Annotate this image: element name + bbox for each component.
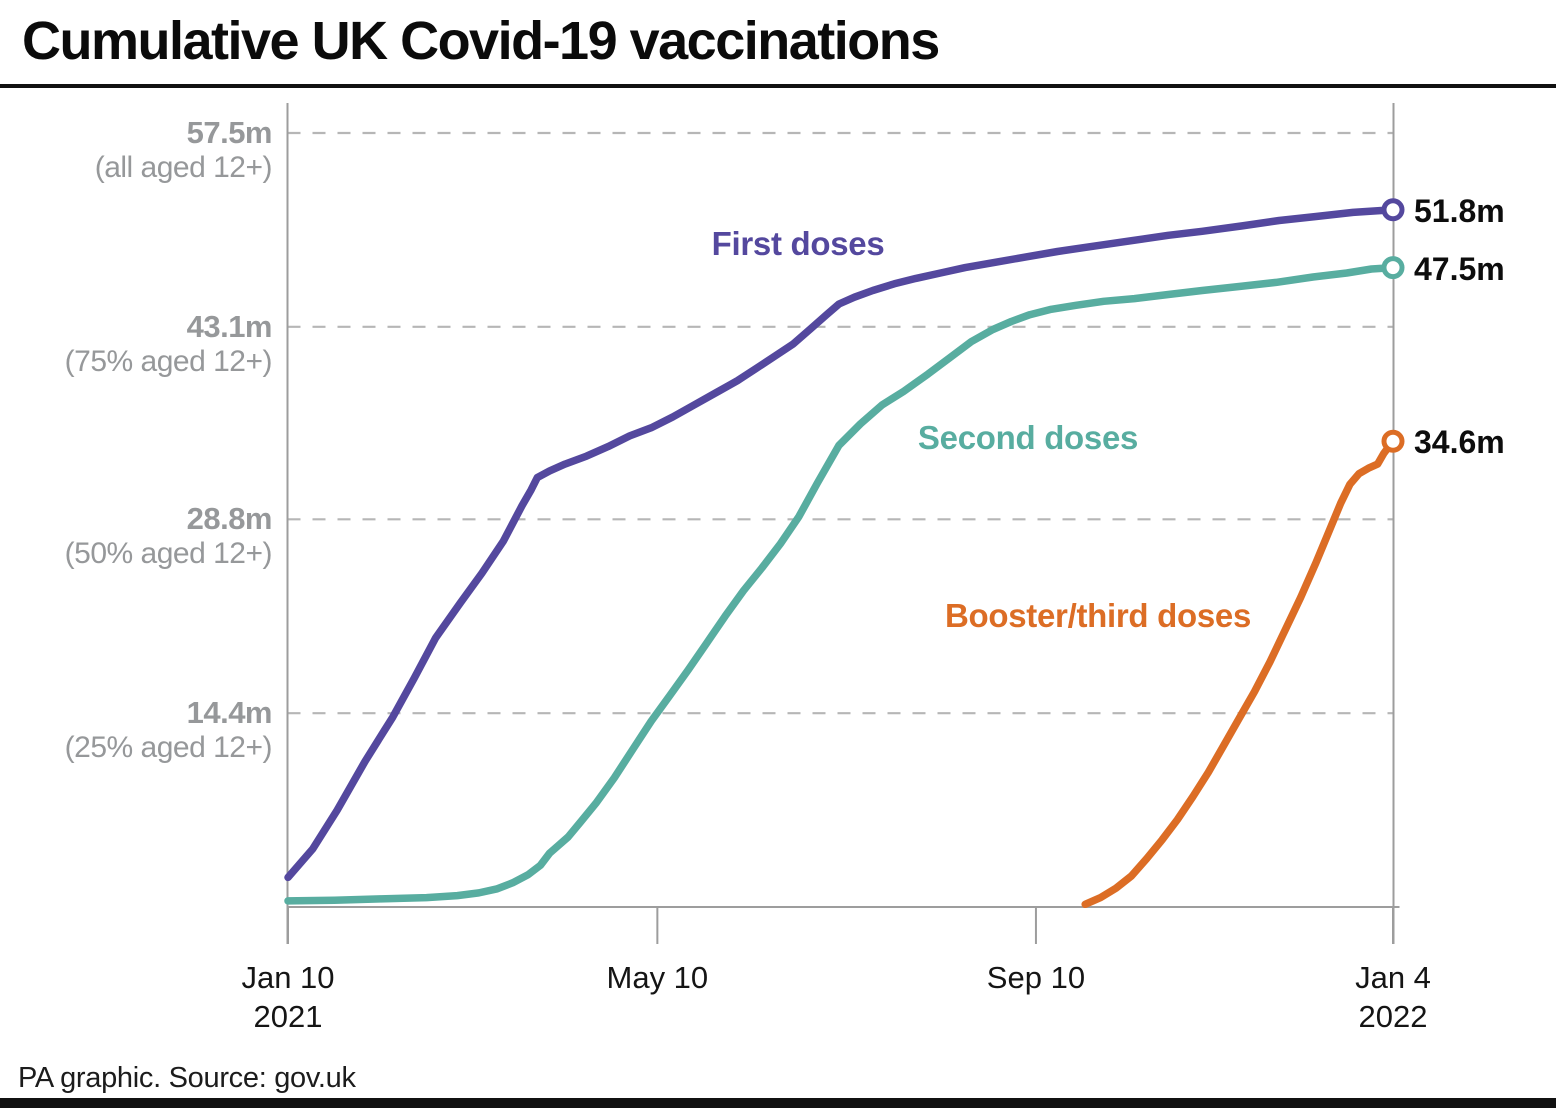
series-line-booster-third-doses bbox=[1081, 437, 1397, 909]
title-rule bbox=[0, 84, 1556, 88]
series-line-second-doses bbox=[284, 263, 1397, 905]
y-axis-sublabel: (25% aged 12+) bbox=[64, 731, 273, 765]
x-axis-label: Jan 10 bbox=[241, 960, 335, 995]
chart-title: Cumulative UK Covid-19 vaccinations bbox=[22, 11, 940, 71]
end-marker-second-doses bbox=[1381, 256, 1405, 280]
y-axis-sublabel: (50% aged 12+) bbox=[64, 537, 273, 571]
value-label-first-doses: 51.8m bbox=[1414, 192, 1505, 229]
series-label-first-doses: First doses bbox=[711, 225, 885, 262]
end-marker-first-doses bbox=[1381, 198, 1405, 222]
x-axis-sublabel: 2021 bbox=[253, 999, 323, 1034]
x-axis-label: Sep 10 bbox=[986, 960, 1086, 995]
source-credit: PA graphic. Source: gov.uk bbox=[18, 1062, 356, 1094]
series-label-booster-third-doses: Booster/third doses bbox=[944, 597, 1252, 634]
y-axis-label: 14.4m bbox=[186, 695, 273, 731]
x-axis-label: May 10 bbox=[606, 960, 709, 995]
end-marker-booster-third-doses bbox=[1381, 429, 1405, 453]
y-axis-sublabel: (75% aged 12+) bbox=[64, 344, 273, 378]
y-axis-label: 57.5m bbox=[186, 115, 273, 150]
y-axis-sublabel: (all aged 12+) bbox=[94, 151, 273, 184]
value-label-booster-third-doses: 34.6m bbox=[1414, 424, 1505, 461]
x-axis-label: Jan 4 bbox=[1355, 960, 1431, 995]
value-label-second-doses: 47.5m bbox=[1414, 250, 1505, 287]
y-axis-label: 28.8m bbox=[186, 501, 273, 537]
x-axis-sublabel: 2022 bbox=[1358, 999, 1428, 1034]
series-label-second-doses: Second doses bbox=[917, 419, 1139, 456]
footer-bar bbox=[0, 1098, 1556, 1108]
y-axis-label: 43.1m bbox=[186, 308, 273, 344]
series-line-first-doses bbox=[284, 205, 1397, 882]
